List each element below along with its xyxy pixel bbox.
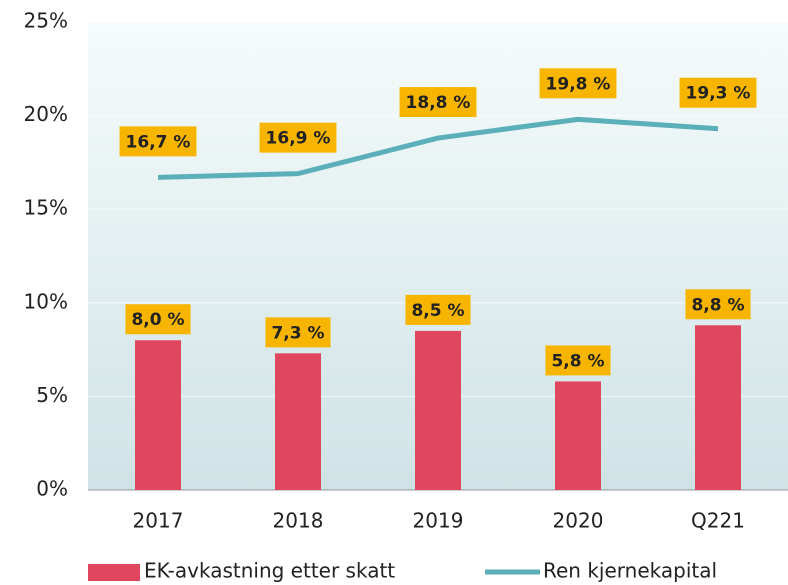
value-label: 18,8 % bbox=[406, 93, 471, 113]
value-label-box bbox=[539, 68, 617, 99]
x-tick-label: Q221 bbox=[691, 509, 745, 533]
value-label: 8,5 % bbox=[411, 301, 464, 321]
value-label-box bbox=[125, 304, 191, 335]
bar bbox=[275, 353, 321, 490]
legend-label: EK-avkastning etter skatt bbox=[144, 559, 395, 583]
value-label-box bbox=[545, 345, 611, 376]
y-tick-label: 25% bbox=[24, 9, 68, 33]
legend-label: Ren kjernekapital bbox=[543, 559, 717, 583]
bar bbox=[695, 325, 741, 490]
y-tick-label: 0% bbox=[36, 477, 68, 501]
value-label: 5,8 % bbox=[551, 351, 604, 371]
y-tick-label: 5% bbox=[36, 383, 68, 407]
value-label-box bbox=[399, 87, 477, 118]
value-label: 8,0 % bbox=[131, 310, 184, 330]
bar bbox=[135, 340, 181, 490]
value-label-box bbox=[679, 77, 757, 108]
value-label: 8,8 % bbox=[691, 295, 744, 315]
value-label: 19,8 % bbox=[546, 74, 611, 94]
x-tick-label: 2020 bbox=[553, 509, 604, 533]
x-tick-label: 2018 bbox=[273, 509, 324, 533]
bar bbox=[555, 381, 601, 490]
x-tick-label: 2019 bbox=[413, 509, 464, 533]
value-label-box bbox=[259, 122, 337, 153]
value-label-box bbox=[265, 317, 331, 348]
value-label-box bbox=[685, 289, 751, 320]
legend-swatch bbox=[88, 564, 140, 581]
value-label: 7,3 % bbox=[271, 323, 324, 343]
y-tick-label: 20% bbox=[24, 102, 68, 126]
value-label: 16,9 % bbox=[266, 129, 331, 149]
y-tick-label: 15% bbox=[24, 196, 68, 220]
value-label: 19,3 % bbox=[686, 84, 751, 104]
x-tick-label: 2017 bbox=[133, 509, 184, 533]
line bbox=[157, 116, 719, 180]
y-tick-label: 10% bbox=[24, 289, 68, 313]
value-label-box bbox=[405, 294, 471, 325]
bar bbox=[415, 330, 461, 490]
value-label-box bbox=[119, 126, 197, 157]
value-label: 16,7 % bbox=[126, 132, 191, 152]
